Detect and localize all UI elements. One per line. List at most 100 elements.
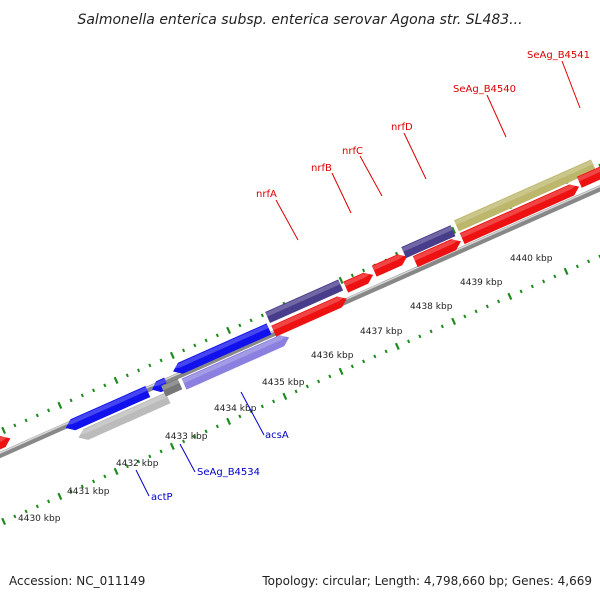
inner-tick	[159, 449, 163, 454]
gene-nrfA-block-shine	[265, 280, 341, 317]
inner-tick	[69, 489, 73, 494]
leader-line	[240, 391, 265, 436]
gene-blue-2-shine	[150, 378, 167, 387]
gene-blue-1-shine	[64, 386, 148, 426]
gene-SeAg_B4541-shine	[577, 163, 600, 182]
gene-red-left-shine	[0, 435, 10, 453]
gene-gray-dark	[161, 378, 183, 397]
gene-label-nrfc: nrfC	[342, 146, 363, 157]
gene-label-nrfd: nrfD	[391, 122, 413, 133]
gene-label-seag_b4534: SeAg_B4534	[197, 467, 260, 478]
outer-tick	[103, 383, 107, 388]
inner-tick	[182, 439, 186, 444]
leader-line	[179, 443, 196, 473]
gene-label-seag_b4540: SeAg_B4540	[453, 84, 516, 95]
outer-tick	[148, 363, 152, 368]
outer-tick	[215, 333, 219, 338]
gene-label-seag_b4541: SeAg_B4541	[527, 50, 590, 61]
gene-nrfA-block	[265, 279, 344, 323]
outer-tick	[24, 418, 28, 423]
inner-tick	[474, 309, 478, 314]
scale-label: 4436 kbp	[311, 351, 354, 361]
outer-tick	[226, 326, 232, 335]
inner-tick	[282, 392, 288, 401]
gene-actP-shine	[77, 393, 168, 435]
inner-tick	[204, 429, 208, 434]
inner-tick	[519, 289, 523, 294]
gene-olive-shape	[454, 159, 596, 232]
gene-SeAg_B4540	[459, 183, 580, 245]
leader-line	[486, 94, 507, 138]
gene-nrfC-shine	[372, 253, 406, 271]
inner-tick	[169, 442, 175, 451]
outer-tick	[69, 398, 73, 403]
map-title: Salmonella enterica subsp. enterica sero…	[77, 12, 522, 28]
outer-tick	[57, 401, 63, 410]
inner-tick	[429, 329, 433, 334]
leader-line	[561, 60, 581, 109]
inner-tick	[272, 399, 276, 404]
gene-acsA-shine	[181, 334, 288, 384]
outer-tick	[238, 323, 242, 328]
inner-tick	[103, 474, 107, 479]
inner-tick	[373, 354, 377, 359]
gene-nrfA	[271, 295, 347, 337]
inner-tick	[418, 334, 422, 339]
leader-line	[275, 199, 299, 241]
accession-text: Accession: NC_011149	[9, 574, 146, 588]
outer-tick	[137, 368, 141, 373]
gene-blue-3-shine	[171, 324, 269, 369]
inner-tick	[35, 504, 39, 509]
scale-label: 4437 kbp	[360, 327, 403, 337]
gene-nrfA-shape	[271, 296, 347, 337]
gene-red-left	[0, 435, 11, 459]
inner-tick	[463, 314, 467, 319]
inner-tick	[563, 267, 569, 276]
scale-label: 4440 kbp	[510, 254, 553, 264]
inner-tick	[362, 359, 366, 364]
outer-tick	[350, 273, 354, 278]
outer-tick	[249, 318, 253, 323]
gene-gray-dark-shine	[161, 379, 180, 391]
inner-tick	[1, 517, 7, 526]
inner-tick	[113, 467, 119, 476]
inner-tick	[451, 317, 457, 326]
inner-tick	[57, 492, 63, 501]
leader-line	[403, 132, 427, 180]
outer-tick	[159, 358, 163, 363]
gene-actP-shape	[78, 392, 171, 440]
gene-nrfC-shape	[371, 254, 408, 277]
inner-tick	[215, 424, 219, 429]
gene-SeAg_B4540-shape	[459, 184, 580, 245]
inner-tick	[485, 304, 489, 309]
outer-tick	[1, 426, 7, 435]
gene-label-actp: actP	[151, 492, 173, 503]
outer-tick	[362, 268, 366, 273]
gene-nrfA-block-shape	[265, 279, 344, 323]
scale-label: 4434 kbp	[214, 404, 257, 414]
inner-tick	[226, 417, 232, 426]
outer-tick	[35, 413, 39, 418]
scale-label: 4439 kbp	[460, 278, 503, 288]
outer-tick	[13, 423, 17, 428]
inner-tick	[80, 484, 84, 489]
outer-tick	[204, 338, 208, 343]
gene-nrfB	[343, 272, 374, 293]
gene-acsA-shape	[181, 335, 290, 390]
gene-red-left-shape	[0, 436, 11, 459]
label-layer: 4430 kbp 4431 kbp 4432 kbp 4433 kbp 4434 kbp…	[18, 50, 590, 524]
gene-gray-dark-shape	[161, 378, 183, 397]
leader-line	[331, 172, 352, 214]
inner-tick	[125, 464, 129, 469]
outer-tick	[451, 226, 457, 235]
outer-tick	[47, 408, 51, 413]
inner-tick	[530, 284, 534, 289]
gene-nrfA-shine	[271, 295, 346, 331]
gene-olive	[454, 159, 596, 232]
inner-tick	[587, 259, 591, 264]
inner-tick	[407, 339, 411, 344]
gene-nrfC	[371, 253, 408, 277]
outer-tick	[125, 373, 129, 378]
gene-purple-top-shine	[401, 226, 453, 252]
